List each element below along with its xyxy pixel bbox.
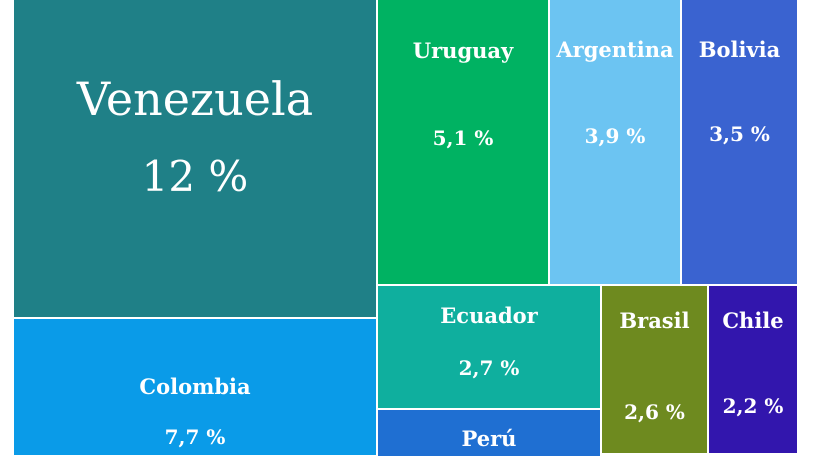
tile-value-colombia: 7,7 % xyxy=(164,425,226,449)
tile-value-brasil: 2,6 % xyxy=(624,400,685,424)
tile-label-colombia: Colombia xyxy=(139,374,251,399)
tile-label-argentina: Argentina xyxy=(556,37,674,62)
treemap-tile-ecuador: Ecuador 2,7 % xyxy=(376,284,602,412)
tile-label-peru: Perú xyxy=(461,426,517,451)
treemap-tile-bolivia: Bolivia 3,5 % xyxy=(680,0,799,287)
tile-label-bolivia: Bolivia xyxy=(698,37,781,62)
tile-label-uruguay: Uruguay xyxy=(412,38,514,63)
tile-label-brasil: Brasil xyxy=(619,308,690,333)
treemap-tile-brasil: Brasil 2,6 % xyxy=(600,284,709,455)
treemap-tile-chile: Chile 2,2 % xyxy=(707,284,799,455)
tile-value-argentina: 3,9 % xyxy=(584,124,646,148)
treemap-tile-uruguay: Uruguay 5,1 % xyxy=(376,0,550,287)
tile-value-venezuela: 12 % xyxy=(141,152,249,201)
tile-label-ecuador: Ecuador xyxy=(440,303,538,328)
tile-value-bolivia: 3,5 % xyxy=(709,122,770,146)
treemap-tile-colombia: Colombia 7,7 % xyxy=(12,317,378,457)
treemap-tile-argentina: Argentina 3,9 % xyxy=(548,0,682,287)
tile-value-ecuador: 2,7 % xyxy=(458,356,520,380)
tile-label-venezuela: Venezuela xyxy=(76,72,314,126)
treemap-tile-venezuela: Venezuela 12 % xyxy=(12,0,378,319)
tile-value-uruguay: 5,1 % xyxy=(432,126,494,150)
tile-value-chile: 2,2 % xyxy=(722,394,784,418)
treemap-tile-peru: Perú xyxy=(376,408,602,458)
tile-label-chile: Chile xyxy=(722,308,784,333)
